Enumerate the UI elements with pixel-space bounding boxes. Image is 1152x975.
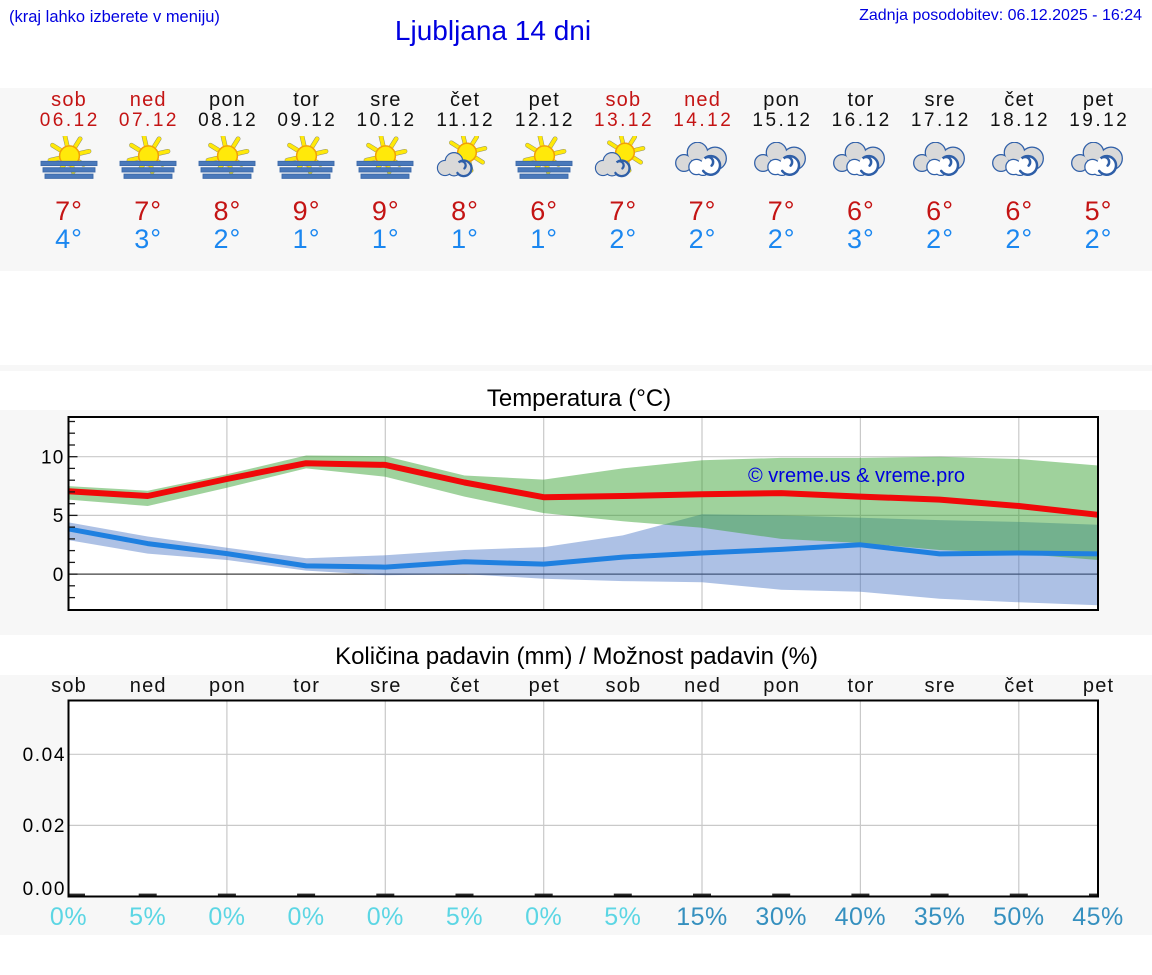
svg-text:0.04: 0.04: [23, 745, 66, 766]
svg-text:5: 5: [53, 506, 65, 527]
svg-text:0.02: 0.02: [23, 816, 66, 837]
svg-text:0: 0: [53, 565, 65, 586]
svg-text:0.00: 0.00: [23, 879, 66, 900]
svg-text:© vreme.us & vreme.pro: © vreme.us & vreme.pro: [748, 465, 965, 487]
svg-text:10: 10: [41, 448, 65, 469]
